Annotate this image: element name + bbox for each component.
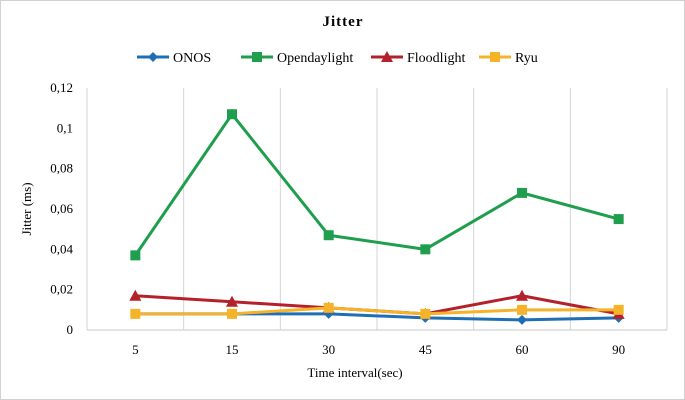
data-point-opendaylight: [130, 250, 141, 261]
y-axis-label: Jitter (ms): [19, 182, 34, 235]
series-ryu: [130, 302, 624, 319]
data-point-opendaylight: [517, 187, 527, 198]
legend-marker: [148, 52, 158, 62]
legend-marker: [381, 51, 393, 62]
x-tick-label: 30: [322, 342, 335, 357]
series-line-opendaylight: [134, 112, 620, 257]
x-tick-label: 90: [612, 342, 625, 357]
x-tick-label: 5: [132, 342, 139, 357]
x-tick-label: 45: [419, 342, 432, 357]
x-axis-label: Time interval(sec): [307, 365, 402, 380]
y-tick-label: 0,02: [50, 282, 73, 297]
legend-item-opendaylight: Opendaylight: [241, 51, 353, 66]
series-line-ryu: [135, 306, 619, 316]
y-tick-label: 0,04: [50, 241, 73, 256]
data-point-opendaylight: [420, 244, 431, 255]
y-tick-label: 0,08: [50, 161, 73, 176]
data-point-floodlight: [226, 295, 238, 307]
y-axis-ticks: 0 0,02 0,04 0,06 0,08 0,1 0,12: [50, 80, 73, 337]
legend-label: Ryu: [515, 51, 538, 66]
data-point-ryu: [420, 308, 431, 319]
data-point-onos: [517, 314, 527, 325]
legend-item-onos: ONOS: [137, 51, 211, 66]
data-point-ryu: [227, 308, 237, 319]
series-group: [129, 109, 625, 325]
data-point-opendaylight: [613, 214, 624, 225]
legend-marker: [252, 52, 262, 62]
series-opendaylight: [130, 109, 624, 261]
legend: ONOS Opendaylight Floodlight Ryu: [137, 51, 538, 66]
data-point-ryu: [323, 302, 334, 313]
legend-label: Floodlight: [407, 51, 465, 66]
y-tick-label: 0,06: [50, 201, 73, 216]
data-point-floodlight: [129, 289, 142, 301]
data-point-floodlight: [516, 289, 528, 301]
data-point-opendaylight: [227, 109, 237, 120]
legend-marker: [490, 52, 500, 62]
legend-item-ryu: Ryu: [479, 51, 538, 66]
data-point-opendaylight: [323, 230, 334, 241]
x-tick-label: 60: [516, 342, 529, 357]
legend-label: Opendaylight: [277, 51, 353, 66]
y-tick-label: 0,12: [50, 80, 73, 95]
data-point-ryu: [130, 308, 141, 319]
x-axis-ticks: 5 15 30 45 60 90: [132, 342, 625, 357]
x-tick-label: 15: [226, 342, 239, 357]
chart-title: Jitter: [323, 14, 364, 30]
data-point-ryu: [517, 304, 527, 315]
y-tick-label: 0,1: [57, 120, 73, 135]
legend-item-floodlight: Floodlight: [371, 51, 465, 66]
grid-lines: [86, 88, 668, 330]
legend-label: ONOS: [173, 51, 211, 66]
data-point-ryu: [613, 304, 624, 315]
y-tick-label: 0: [67, 322, 74, 337]
